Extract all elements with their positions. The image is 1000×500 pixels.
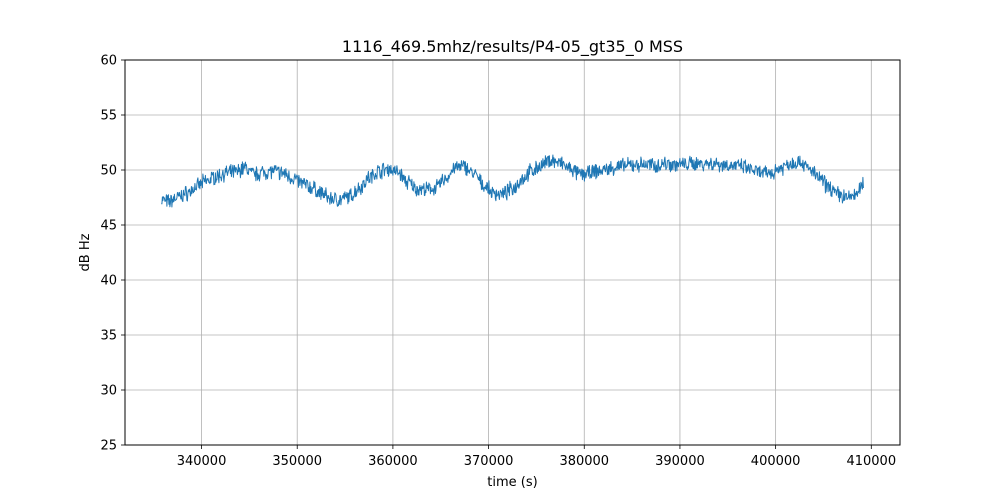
y-axis-label: dB Hz <box>78 233 93 271</box>
series-line <box>161 154 864 208</box>
plot-frame <box>124 59 901 446</box>
x-tick-label: 390000 <box>655 454 705 469</box>
y-tick-label: 40 <box>100 274 117 289</box>
series-layer <box>161 154 864 208</box>
y-tick-label: 50 <box>100 164 117 179</box>
x-tick-label: 410000 <box>846 454 896 469</box>
x-tick-label: 400000 <box>751 454 801 469</box>
axis-ticks: 340000 350000 360000 370000 380000 390000 4000… <box>100 54 896 470</box>
chart-title: 1116_469.5mhz/results/P4-05_gt35_0 MSS <box>342 37 683 57</box>
y-tick-label: 55 <box>100 109 117 124</box>
y-tick-label: 45 <box>100 219 117 234</box>
y-tick-label: 60 <box>100 54 117 69</box>
grid <box>125 59 900 446</box>
x-tick-label: 370000 <box>464 454 514 469</box>
x-tick-label: 380000 <box>559 454 609 469</box>
x-tick-label: 350000 <box>272 454 322 469</box>
y-tick-label: 35 <box>100 329 117 344</box>
x-tick-label: 340000 <box>177 454 227 469</box>
x-axis-label: time (s) <box>487 475 537 490</box>
x-tick-label: 360000 <box>368 454 418 469</box>
y-tick-label: 30 <box>100 384 117 399</box>
y-tick-label: 25 <box>100 439 117 454</box>
